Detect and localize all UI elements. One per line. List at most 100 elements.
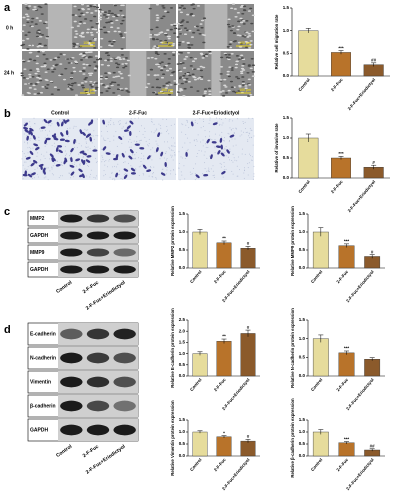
- pore: [128, 146, 130, 148]
- invaded-cell: [130, 172, 136, 175]
- cell: [102, 26, 107, 29]
- cell: [233, 40, 238, 42]
- cell: [100, 37, 104, 40]
- pore: [96, 161, 98, 163]
- pore: [184, 178, 186, 180]
- cell: [87, 56, 91, 59]
- cell: [28, 76, 32, 78]
- cell: [69, 77, 74, 80]
- pore: [251, 137, 253, 139]
- pore: [186, 120, 188, 122]
- cell: [22, 60, 26, 63]
- cell: [89, 31, 93, 34]
- pore: [181, 131, 183, 133]
- cell: [88, 40, 92, 42]
- cell: [45, 87, 49, 90]
- cell: [99, 78, 103, 80]
- cell: [104, 76, 109, 78]
- cell: [81, 69, 86, 72]
- cell: [246, 36, 250, 38]
- pore: [243, 167, 245, 169]
- x-tick-label: 2-F-Fuc+Eriodictyol: [221, 457, 251, 491]
- cell: [100, 10, 105, 13]
- significance: ***: [344, 346, 350, 351]
- cell: [82, 73, 86, 75]
- cell: [233, 8, 237, 10]
- pore: [182, 124, 184, 126]
- micrograph: 100 μm: [20, 3, 100, 50]
- pore: [36, 167, 38, 169]
- pore: [220, 163, 222, 165]
- cell: [155, 63, 159, 66]
- cell: [228, 43, 232, 46]
- cell: [127, 91, 131, 93]
- pore: [194, 119, 196, 121]
- cell: [228, 46, 233, 49]
- cell: [152, 47, 156, 49]
- pore: [70, 177, 72, 179]
- pore: [201, 173, 203, 175]
- pore: [126, 121, 128, 123]
- cell: [22, 16, 26, 19]
- error-bar: [338, 50, 344, 55]
- pore: [31, 177, 33, 179]
- bar: [240, 333, 256, 377]
- cell: [38, 77, 42, 80]
- cell: [33, 59, 37, 62]
- cell: [219, 79, 223, 81]
- pore: [24, 155, 26, 157]
- pore: [125, 123, 127, 125]
- invaded-cell: [220, 144, 223, 150]
- cell: [80, 3, 85, 6]
- pore: [252, 178, 254, 180]
- band: [60, 265, 83, 274]
- pore: [181, 123, 183, 125]
- pore: [218, 124, 220, 126]
- pore: [101, 135, 103, 137]
- cell: [169, 7, 174, 9]
- cell: [105, 85, 110, 87]
- cell: [160, 67, 164, 69]
- cell: [187, 46, 191, 49]
- pore: [167, 141, 169, 143]
- cell: [159, 90, 163, 93]
- cell: [77, 84, 81, 86]
- scale-bar-label: 100 μm: [239, 41, 251, 45]
- pore: [248, 132, 250, 134]
- cell: [191, 60, 196, 62]
- pore: [125, 172, 127, 174]
- invaded-cell: [121, 152, 125, 158]
- invaded-cell: [22, 173, 28, 177]
- cell: [155, 78, 159, 81]
- invaded-cell: [38, 163, 44, 167]
- cell: [168, 67, 173, 70]
- pore: [147, 144, 149, 146]
- panel-label: b: [4, 108, 11, 120]
- pore: [95, 162, 97, 164]
- pore: [37, 173, 39, 175]
- cell: [146, 74, 151, 76]
- cell: [239, 46, 243, 48]
- pore: [127, 162, 129, 164]
- cell: [167, 35, 171, 38]
- pore: [159, 158, 161, 160]
- x-tick-label: 2-F-Fuc: [330, 179, 344, 195]
- pore: [46, 143, 48, 145]
- cell: [219, 65, 224, 68]
- y-tick-label: 1.0: [299, 336, 306, 341]
- cell: [248, 47, 252, 49]
- pore: [178, 151, 180, 153]
- pore: [72, 127, 74, 129]
- cell: [183, 33, 188, 36]
- panel-label: a: [4, 2, 11, 14]
- cell: [95, 31, 100, 34]
- invaded-cell: [64, 157, 68, 163]
- micrograph: 100 μm: [98, 51, 178, 97]
- cell: [244, 46, 249, 48]
- pore: [223, 161, 225, 163]
- cell: [241, 84, 246, 86]
- pore: [63, 135, 65, 137]
- pore: [152, 173, 154, 175]
- invaded-cell: [118, 136, 123, 140]
- pore: [25, 161, 27, 163]
